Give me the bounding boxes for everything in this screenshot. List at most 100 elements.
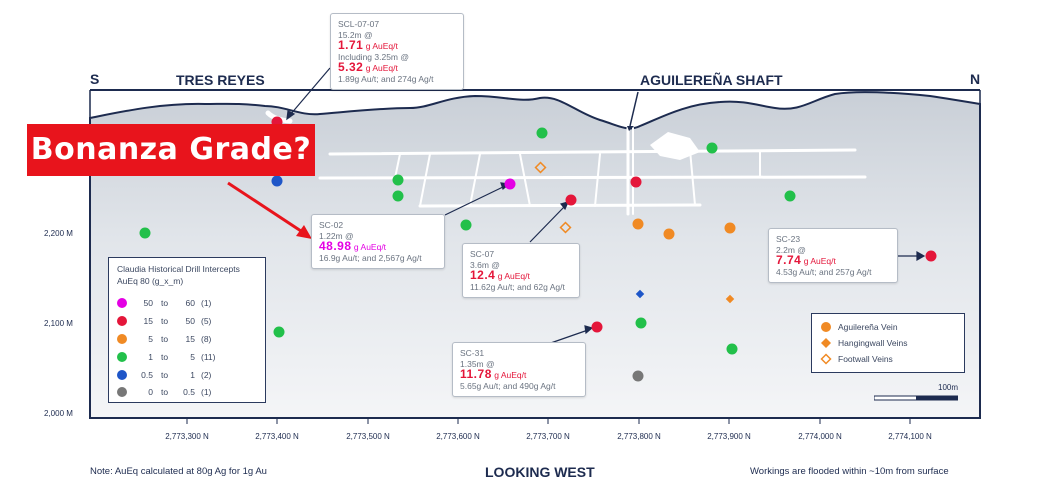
intercept-gray [632, 370, 644, 382]
intercept-red [591, 321, 603, 333]
x-tick-label: 2,773,900 N [707, 432, 751, 441]
box-detail: 16.9g Au/t; and 2,567g Ag/t [319, 252, 422, 263]
circle-icon [821, 322, 831, 332]
intercept-box-sc-02: SC-02 1.22m @ 48.98 g AuEq/t 16.9g Au/t;… [311, 214, 445, 269]
footnote-flooded: Workings are flooded within ~10m from su… [750, 466, 949, 477]
legend-dot-orange [117, 334, 127, 344]
x-tick-label: 2,773,600 N [436, 432, 480, 441]
intercept-hangingwall [725, 294, 735, 304]
intercept-magenta [504, 178, 516, 190]
scale-label: 100m [938, 383, 959, 392]
box-detail: 1.89g Au/t; and 274g Ag/t [338, 73, 434, 84]
y-tick-label: 2,200 M [44, 229, 73, 238]
box-grade: 7.74 [776, 253, 802, 267]
box-grade-unit: g AuEq/t [494, 370, 527, 380]
legend-row: 0.5 to 1 (2) [117, 370, 257, 382]
diamond-outline-icon [820, 353, 832, 365]
intercept-green [392, 174, 404, 186]
box-length: 2.2m @ [776, 244, 806, 255]
x-tick-label: 2,773,400 N [255, 432, 299, 441]
box-grade: 48.98 [319, 239, 352, 253]
intercept-box-sc-23: SC-23 2.2m @ 7.74 g AuEq/t 4.53g Au/t; a… [768, 228, 898, 283]
scale-bar [874, 395, 958, 401]
box-hole-name: SC-07 [470, 249, 495, 259]
intercept-box-sc-31: SC-31 1.35m @ 11.78 g AuEq/t 5.65g Au/t;… [452, 342, 586, 397]
shaft-pointer [627, 91, 639, 131]
intercept-green [392, 190, 404, 202]
south-label: S [90, 71, 100, 87]
intercept-green [536, 127, 548, 139]
intercept-green [706, 142, 718, 154]
intercept-red [565, 194, 577, 206]
intercept-green [460, 219, 472, 231]
box-grade-unit: g AuEq/t [803, 256, 836, 266]
box-hole-name: SC-23 [776, 234, 801, 244]
legend-row: 5 to 15 (8) [117, 334, 257, 346]
x-tick-label: 2,774,000 N [798, 432, 842, 441]
legend-dot-green [117, 352, 127, 362]
intercept-footwall [534, 161, 547, 174]
legend-title: Claudia Historical Drill Intercepts [117, 264, 240, 274]
underground-workings [265, 110, 867, 216]
legend-row: 15 to 50 (5) [117, 316, 257, 328]
box-grade-unit: g AuEq/t [353, 242, 387, 252]
intercept-box-sc-07: SC-07 3.6m @ 12.4 g AuEq/t 11.62g Au/t; … [462, 243, 580, 298]
box-grade: 1.71 [338, 38, 364, 52]
bottom-axis [90, 417, 980, 424]
box-grade-unit: g AuEq/t [365, 41, 398, 51]
intercept-green [635, 317, 647, 329]
legend-dot-red [117, 316, 127, 326]
looking-west-label: LOOKING WEST [485, 464, 595, 480]
intercept-green [273, 326, 285, 338]
bonanza-arrow [227, 181, 312, 239]
box-hole-name: SCL-07-07 [338, 19, 380, 29]
intercept-blue [271, 175, 283, 187]
diamond-icon [821, 338, 831, 348]
legend-dot-gray [117, 387, 127, 397]
box-length: 15.2m @ [338, 29, 373, 40]
x-tick-label: 2,773,300 N [165, 432, 209, 441]
intercept-red [630, 176, 642, 188]
intercept-footwall [559, 221, 572, 234]
box-grade-unit: g AuEq/t [497, 271, 530, 281]
legend-subtitle: AuEq 80 (g_x_m) [117, 276, 184, 286]
intercept-blue [635, 289, 645, 299]
legend-row: 50 to 60 (1) [117, 298, 257, 310]
box-detail: 11.62g Au/t; and 62g Ag/t [470, 281, 565, 292]
intercept-orange [632, 218, 644, 230]
footnote-aueq: Note: AuEq calculated at 80g Ag for 1g A… [90, 466, 267, 477]
shaft-label: AGUILEREÑA SHAFT [640, 72, 783, 88]
intercept-orange [724, 222, 736, 234]
intercept-green [726, 343, 738, 355]
tres-reyes-label: TRES REYES [176, 72, 265, 88]
box-grade: 5.32 [338, 60, 364, 74]
box-length: 1.22m @ [319, 230, 354, 241]
x-tick-label: 2,773,700 N [526, 432, 570, 441]
box-hole-name: SC-31 [460, 348, 485, 358]
legend-row: 1 to 5 (11) [117, 352, 257, 364]
box-grade: 11.78 [460, 367, 492, 381]
legend-dot-magenta [117, 298, 127, 308]
y-tick-label: 2,100 M [44, 319, 73, 328]
y-tick-label: 2,000 M [44, 409, 73, 418]
drill-intercept-legend: Claudia Historical Drill Intercepts AuEq… [108, 257, 266, 403]
intercept-green [139, 227, 151, 239]
x-tick-label: 2,774,100 N [888, 432, 932, 441]
box-grade: 12.4 [470, 268, 496, 282]
intercept-red [925, 250, 937, 262]
bonanza-grade-callout: Bonanza Grade? [27, 124, 315, 176]
box-grade-unit: g AuEq/t [365, 63, 398, 73]
box-detail: 4.53g Au/t; and 257g Ag/t [776, 266, 872, 277]
box-length: 3.6m @ [470, 259, 500, 270]
box-detail: 5.65g Au/t; and 490g Ag/t [460, 380, 556, 391]
box-hole-name: SC-02 [319, 220, 344, 230]
legend-row: 0 to 0.5 (1) [117, 387, 257, 399]
north-label: N [970, 71, 981, 87]
intercept-box-scl-07-07: SCL-07-07 15.2m @ 1.71 g AuEq/t Includin… [330, 13, 464, 90]
vein-legend: Aguilereña Vein Hangingwall Veins Footwa… [811, 313, 965, 373]
box-including: Including 3.25m @ [338, 51, 410, 62]
intercept-green [784, 190, 796, 202]
x-tick-label: 2,773,800 N [617, 432, 661, 441]
x-tick-label: 2,773,500 N [346, 432, 390, 441]
drill-intercepts [139, 116, 937, 382]
